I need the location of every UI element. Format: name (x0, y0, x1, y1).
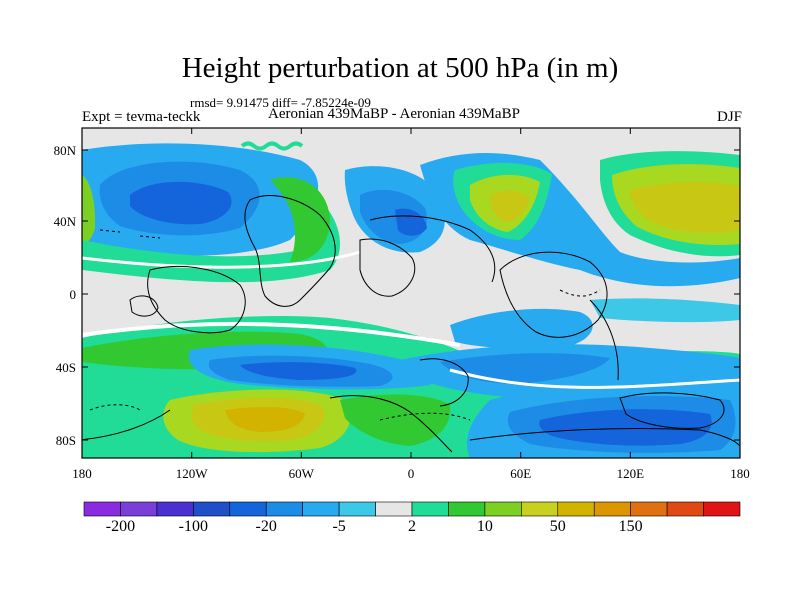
latitude-axis: 80N 40N 0 40S 80S (54, 143, 740, 448)
coast-australia-north (589, 299, 619, 381)
contour-se-white-line (449, 368, 740, 389)
colorbar-swatch (593, 501, 631, 517)
lon-tick-label: 180 (730, 466, 750, 481)
coast-asia (499, 251, 608, 338)
colorbar-swatch (120, 501, 158, 517)
lat-tick-label: 80S (56, 433, 76, 448)
colorbar-label: -5 (332, 518, 345, 535)
coast-dashed-4 (89, 404, 141, 411)
lat-tick-label: 80N (54, 143, 77, 158)
contour-arctic-wave (240, 141, 304, 151)
coast-dashed-3 (559, 289, 601, 297)
coast-america-north (244, 195, 336, 307)
contour-far-ne-olive (630, 181, 740, 233)
longitude-axis: 180 120W 60W 0 60E 120E 180 (72, 128, 750, 481)
lat-tick-label: 0 (70, 287, 77, 302)
coast-africa-south (419, 358, 469, 407)
colorbar-swatch (83, 501, 121, 517)
colorbar-swatch (411, 501, 449, 517)
coast-america-central (147, 265, 246, 334)
contour-ne-olive (490, 190, 530, 222)
colorbar-swatch (265, 501, 303, 517)
colorbar-swatch (557, 501, 595, 517)
colorbar-swatch (156, 501, 194, 517)
coast-arc-north (369, 215, 496, 283)
coast-europe (359, 238, 416, 297)
experiment-label: Expt = tevma-teckk (82, 109, 201, 125)
colorbar-label: -20 (256, 518, 277, 535)
contour-se-big-deep (539, 409, 712, 446)
colorbar-swatch (375, 501, 413, 517)
lat-tick-label: 40N (54, 214, 77, 229)
contour-nw-mint-band (82, 200, 341, 283)
contour-far-left-green (82, 175, 96, 244)
coast-dashed-2 (379, 412, 471, 421)
colorbar-label: 2 (408, 518, 416, 535)
colorbar-label: -200 (106, 518, 135, 535)
plot-title: Height perturbation at 500 hPa (in m) (181, 52, 619, 84)
lon-tick-label: 60W (289, 466, 315, 481)
contour-nw-deep (130, 181, 232, 225)
colorbar-swatch (448, 501, 486, 517)
season-label: DJF (716, 109, 742, 125)
contour-s-deep (240, 362, 357, 380)
colorbar-swatch (666, 501, 704, 517)
colorbar-swatch (193, 501, 231, 517)
lat-tick-label: 40S (56, 360, 76, 375)
coast-gondwana (82, 395, 453, 453)
coast-antarctic (469, 427, 740, 447)
colorbar-swatch (484, 501, 522, 517)
lon-tick-label: 60E (510, 466, 531, 481)
colorbar-swatch (229, 501, 267, 517)
contour-equator-cyan-right (590, 298, 740, 323)
contour-s-green-mid (340, 394, 451, 446)
lon-tick-label: 120E (617, 466, 645, 481)
colorbar-swatch (703, 501, 741, 517)
contour-equator-cyan (450, 308, 593, 349)
colorbar-label: 50 (550, 518, 566, 535)
lon-tick-label: 0 (408, 466, 415, 481)
contour-green-arm (270, 177, 330, 262)
period-label: Aeronian 439MaBP - Aeronian 439MaBP (268, 106, 520, 122)
colorbar-label: 10 (477, 518, 493, 535)
lon-tick-label: 180 (72, 466, 92, 481)
coastlines (82, 195, 740, 453)
colorbar-label: -100 (179, 518, 208, 535)
colorbar-swatch (338, 501, 376, 517)
contour-north-white-line (82, 250, 361, 269)
coast-island-west (129, 295, 159, 317)
stats-line: rmsd= 9.91475 diff= -7.85224e-09 (190, 95, 371, 110)
colorbar-swatch (630, 501, 668, 517)
colorbar-swatch (521, 501, 559, 517)
lon-tick-label: 120W (176, 466, 209, 481)
colorbar-swatch (302, 501, 340, 517)
colorbar: -200 -100 -20 -5 2 10 50 150 (83, 501, 741, 535)
contour-sw-gold (225, 406, 305, 432)
contour-south-white-line (82, 321, 461, 347)
contour-field (82, 128, 740, 458)
coast-east-blob (619, 392, 725, 429)
colorbar-label: 150 (619, 518, 643, 535)
